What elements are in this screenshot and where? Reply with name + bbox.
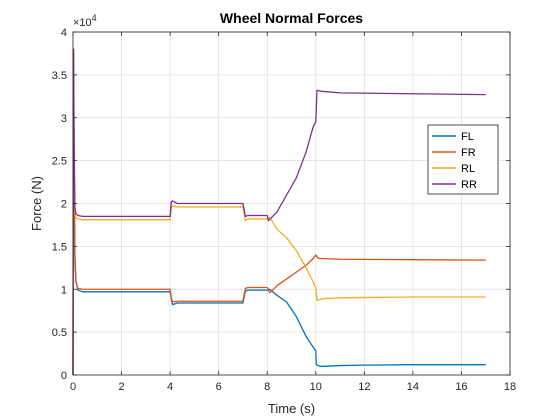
y-tick-label: 3.5	[52, 70, 67, 82]
y-tick-label: 1	[61, 284, 67, 296]
y-axis-label: Force (N)	[29, 176, 44, 231]
x-axis-label: Time (s)	[268, 401, 315, 416]
x-tick-label: 6	[216, 381, 222, 393]
x-tick-label: 4	[167, 381, 173, 393]
series-line-fr	[72, 48, 486, 376]
y-tick-label: 2	[61, 199, 67, 211]
y-exponent-label: ×104	[73, 13, 97, 29]
y-tick-label: 3	[61, 113, 67, 125]
series-line-rl	[72, 48, 486, 376]
legend-entry-fr: FR	[461, 147, 476, 159]
x-tick-labels: 0 2 4 6 8 10 12 14 16 18	[70, 381, 516, 393]
x-tick-label: 18	[504, 381, 516, 393]
chart-title: Wheel Normal Forces	[220, 10, 363, 26]
legend-entry-fl: FL	[461, 131, 474, 143]
tick-marks	[72, 31, 511, 376]
x-tick-label: 14	[407, 381, 419, 393]
y-tick-label: 2.5	[52, 156, 67, 168]
y-tick-label: 1.5	[52, 241, 67, 253]
legend-entry-rr: RR	[461, 179, 477, 191]
y-tick-label: 0	[61, 370, 67, 382]
x-tick-label: 16	[455, 381, 467, 393]
series-line-rr	[72, 48, 486, 376]
x-tick-label: 10	[310, 381, 322, 393]
y-tick-label: 0.5	[52, 327, 67, 339]
series-layer	[72, 48, 486, 376]
x-tick-label: 8	[264, 381, 270, 393]
x-tick-label: 2	[118, 381, 124, 393]
x-tick-label: 12	[358, 381, 370, 393]
y-tick-labels: 0 0.5 1 1.5 2 2.5 3 3.5 4	[52, 27, 67, 382]
x-tick-label: 0	[70, 381, 76, 393]
y-tick-label: 4	[61, 27, 67, 39]
legend[interactable]: FL FR RL RR	[427, 124, 499, 195]
legend-entry-rl: RL	[461, 163, 475, 175]
